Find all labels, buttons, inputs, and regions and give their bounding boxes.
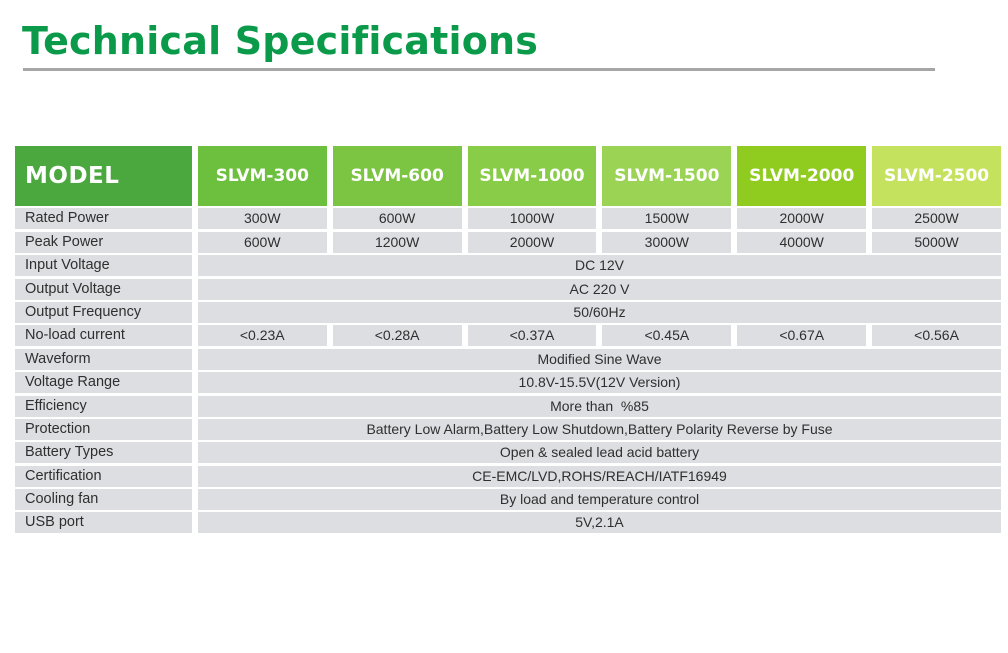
model-header-label: MODEL [15, 146, 192, 206]
table-cell: 1000W [467, 208, 597, 230]
table-cell-merged: Modified Sine Wave [198, 348, 1001, 370]
title-divider [23, 68, 935, 71]
row-label: Voltage Range [15, 372, 192, 394]
table-cell: <0.67A [737, 325, 867, 347]
table-cell: 2000W [467, 231, 597, 253]
table-cell: 5000W [872, 231, 1001, 253]
row-label: Battery Types [15, 442, 192, 464]
model-header-slvm-2000: SLVM-2000 [737, 146, 867, 206]
row-label: Efficiency [15, 395, 192, 417]
table-row: Protection Battery Low Alarm,Battery Low… [15, 418, 1001, 440]
row-label: Rated Power [15, 208, 192, 230]
table-row: Efficiency More than %85 [15, 395, 1001, 417]
model-header-slvm-2500: SLVM-2500 [872, 146, 1001, 206]
table-cell: 2000W [737, 208, 867, 230]
table-cell-merged: AC 220 V [198, 278, 1001, 300]
table-cell-merged: Open & sealed lead acid battery [198, 442, 1001, 464]
table-row: Output Voltage AC 220 V [15, 278, 1001, 300]
table-cell-merged: 50/60Hz [198, 301, 1001, 323]
table-cell: <0.37A [467, 325, 597, 347]
row-label: Waveform [15, 348, 192, 370]
row-label: Input Voltage [15, 255, 192, 277]
row-label: No-load current [15, 325, 192, 347]
table-cell-merged: CE-EMC/LVD,ROHS/REACH/IATF16949 [198, 465, 1001, 487]
row-label: Protection [15, 418, 192, 440]
row-label: Output Frequency [15, 301, 192, 323]
row-label: Output Voltage [15, 278, 192, 300]
table-cell-merged: 5V,2.1A [198, 512, 1001, 534]
table-row: Battery Types Open & sealed lead acid ba… [15, 442, 1001, 464]
table-row: Output Frequency 50/60Hz [15, 301, 1001, 323]
table-cell-merged: DC 12V [198, 255, 1001, 277]
table-cell: 4000W [737, 231, 867, 253]
table-cell: 3000W [602, 231, 732, 253]
table-row: Rated Power 300W 600W 1000W 1500W 2000W … [15, 208, 1001, 230]
table-cell-merged: Battery Low Alarm,Battery Low Shutdown,B… [198, 418, 1001, 440]
table-cell: <0.28A [332, 325, 462, 347]
table-cell: 600W [332, 208, 462, 230]
table-row: USB port 5V,2.1A [15, 512, 1001, 534]
table-cell-merged: 10.8V-15.5V(12V Version) [198, 372, 1001, 394]
table-row: No-load current <0.23A <0.28A <0.37A <0.… [15, 325, 1001, 347]
table-cell-merged: More than %85 [198, 395, 1001, 417]
spec-table: MODEL SLVM-300 SLVM-600 SLVM-1000 SLVM-1… [15, 146, 1001, 534]
row-label: Cooling fan [15, 489, 192, 511]
table-cell: 2500W [872, 208, 1001, 230]
model-header-slvm-1000: SLVM-1000 [467, 146, 597, 206]
table-row: Cooling fan By load and temperature cont… [15, 489, 1001, 511]
model-header-slvm-1500: SLVM-1500 [602, 146, 732, 206]
table-cell: 300W [197, 208, 327, 230]
table-header-row: MODEL SLVM-300 SLVM-600 SLVM-1000 SLVM-1… [15, 146, 1001, 206]
row-label: Peak Power [15, 231, 192, 253]
row-label: USB port [15, 512, 192, 534]
row-label: Certification [15, 465, 192, 487]
table-cell: 1200W [332, 231, 462, 253]
table-cell: <0.56A [872, 325, 1001, 347]
table-row: Peak Power 600W 1200W 2000W 3000W 4000W … [15, 231, 1001, 253]
model-header-slvm-600: SLVM-600 [332, 146, 462, 206]
table-row: Voltage Range 10.8V-15.5V(12V Version) [15, 372, 1001, 394]
table-row: Input Voltage DC 12V [15, 255, 1001, 277]
table-cell: <0.45A [602, 325, 732, 347]
model-header-slvm-300: SLVM-300 [197, 146, 327, 206]
table-cell: <0.23A [197, 325, 327, 347]
table-cell: 600W [197, 231, 327, 253]
page-title: Technical Specifications [22, 19, 539, 63]
table-cell-merged: By load and temperature control [198, 489, 1001, 511]
table-cell: 1500W [602, 208, 732, 230]
table-row: Certification CE-EMC/LVD,ROHS/REACH/IATF… [15, 465, 1001, 487]
table-row: Waveform Modified Sine Wave [15, 348, 1001, 370]
